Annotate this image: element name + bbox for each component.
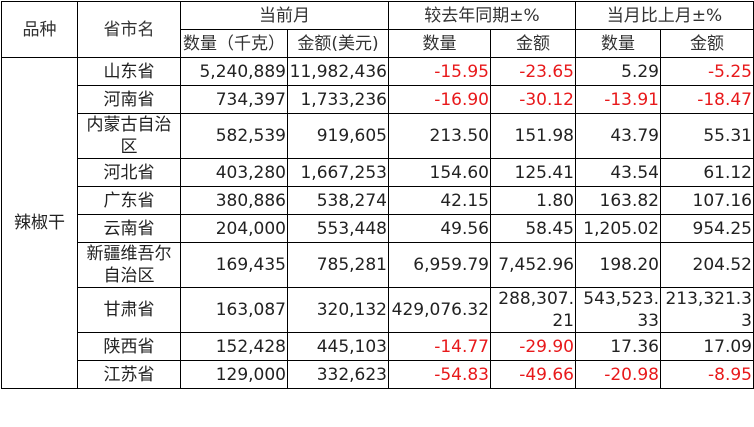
data-table: 品种 省市名 当前月 较去年同期±% 当月比上月±% 数量（千克） 金额(美元) 数…	[1, 1, 754, 389]
value-cell: 538,274	[287, 186, 389, 215]
header-group: 当月比上月±%	[575, 1, 754, 30]
value-cell: 543,523.33	[575, 287, 661, 333]
value-cell: 213,321.33	[660, 287, 754, 333]
value-cell: 43.79	[575, 113, 661, 159]
province-cell: 甘肃省	[77, 287, 181, 333]
value-cell: 954.25	[660, 214, 754, 243]
value-cell: 17.09	[660, 332, 754, 361]
value-cell: 125.41	[490, 158, 576, 187]
value-cell: 785,281	[287, 242, 389, 288]
table-row: 内蒙古自治区 582,539 919,605 213.50 151.98 43.79 55.…	[2, 113, 754, 159]
province-cell: 江苏省	[77, 360, 181, 389]
value-cell: -5.25	[660, 57, 754, 86]
value-cell: 213.50	[388, 113, 491, 159]
table-row: 江苏省 129,000 332,623 -54.83 -49.66 -20.98 -8.95	[2, 360, 754, 389]
value-cell: 152,428	[180, 332, 288, 361]
value-cell: -20.98	[575, 360, 661, 389]
value-cell: 107.16	[660, 186, 754, 215]
value-cell: -30.12	[490, 85, 576, 114]
value-cell: 320,132	[287, 287, 389, 333]
value-cell: -18.47	[660, 85, 754, 114]
value-cell: 163.82	[575, 186, 661, 215]
table-row: 广东省 380,886 538,274 42.15 1.80 163.82 107.16	[2, 186, 754, 215]
value-cell: -8.95	[660, 360, 754, 389]
value-cell: 7,452.96	[490, 242, 576, 288]
value-cell: 204,000	[180, 214, 288, 243]
value-cell: -49.66	[490, 360, 576, 389]
value-cell: 43.54	[575, 158, 661, 187]
value-cell: 61.12	[660, 158, 754, 187]
table-row: 新疆维吾尔自治区 169,435 785,281 6,959.79 7,452.96 19…	[2, 242, 754, 288]
value-cell: 198.20	[575, 242, 661, 288]
table-row: 云南省 204,000 553,448 49.56 58.45 1,205.02 954.2…	[2, 214, 754, 243]
table-row: 河南省 734,397 1,733,236 -16.90 -30.12 -13.91 -18…	[2, 85, 754, 114]
province-cell: 河南省	[77, 85, 181, 114]
subheader: 数量（千克）	[180, 29, 288, 58]
value-cell: 154.60	[388, 158, 491, 187]
value-cell: -15.95	[388, 57, 491, 86]
variety-cell: 辣椒干	[1, 57, 78, 389]
value-cell: -23.65	[490, 57, 576, 86]
value-cell: 58.45	[490, 214, 576, 243]
value-cell: 5.29	[575, 57, 661, 86]
header-province: 省市名	[77, 1, 181, 58]
subheader: 数量	[388, 29, 491, 58]
value-cell: 204.52	[660, 242, 754, 288]
value-cell: 288,307.21	[490, 287, 576, 333]
table-header: 品种 省市名 当前月 较去年同期±% 当月比上月±% 数量（千克） 金额(美元) 数…	[1, 1, 754, 58]
province-cell: 云南省	[77, 214, 181, 243]
value-cell: 1,733,236	[287, 85, 389, 114]
value-cell: 734,397	[180, 85, 288, 114]
subheader: 金额	[490, 29, 576, 58]
header-group: 较去年同期±%	[388, 1, 576, 30]
subheader: 金额(美元)	[287, 29, 389, 58]
value-cell: 169,435	[180, 242, 288, 288]
value-cell: 5,240,889	[180, 57, 288, 86]
value-cell: 553,448	[287, 214, 389, 243]
value-cell: 1,205.02	[575, 214, 661, 243]
table-row: 甘肃省 163,087 320,132 429,076.32 288,307.21 543…	[2, 287, 754, 333]
value-cell: 1,667,253	[287, 158, 389, 187]
value-cell: 163,087	[180, 287, 288, 333]
value-cell: 1.80	[490, 186, 576, 215]
value-cell: 403,280	[180, 158, 288, 187]
value-cell: 6,959.79	[388, 242, 491, 288]
table-row: 河北省 403,280 1,667,253 154.60 125.41 43.54 61.1…	[2, 158, 754, 187]
province-cell: 河北省	[77, 158, 181, 187]
province-cell: 陕西省	[77, 332, 181, 361]
value-cell: 17.36	[575, 332, 661, 361]
table-body: 辣椒干 山东省 5,240,889 11,982,436 -15.95 -23.65 5.2…	[1, 57, 754, 389]
subheader-row: 数量（千克） 金额(美元) 数量 金额 数量 金额	[2, 29, 754, 58]
province-cell: 广东省	[77, 186, 181, 215]
header-group: 当前月	[180, 1, 389, 30]
value-cell: -13.91	[575, 85, 661, 114]
value-cell: 42.15	[388, 186, 491, 215]
province-cell: 山东省	[77, 57, 181, 86]
value-cell: 445,103	[287, 332, 389, 361]
value-cell: -29.90	[490, 332, 576, 361]
value-cell: -14.77	[388, 332, 491, 361]
province-cell: 新疆维吾尔自治区	[77, 242, 181, 288]
table-row: 辣椒干 山东省 5,240,889 11,982,436 -15.95 -23.65 5.2…	[1, 57, 754, 389]
table-row: 陕西省 152,428 445,103 -14.77 -29.90 17.36 17.09	[2, 332, 754, 361]
value-cell: 582,539	[180, 113, 288, 159]
subheader: 数量	[575, 29, 661, 58]
header-variety: 品种	[1, 1, 78, 58]
value-cell: 151.98	[490, 113, 576, 159]
value-cell: 11,982,436	[287, 57, 389, 86]
value-cell: 129,000	[180, 360, 288, 389]
value-cell: 919,605	[287, 113, 389, 159]
province-cell: 内蒙古自治区	[77, 113, 181, 159]
value-cell: 429,076.32	[388, 287, 491, 333]
value-cell: -54.83	[388, 360, 491, 389]
value-cell: 332,623	[287, 360, 389, 389]
value-cell: 49.56	[388, 214, 491, 243]
value-cell: 55.31	[660, 113, 754, 159]
subheader: 金额	[660, 29, 754, 58]
value-cell: 380,886	[180, 186, 288, 215]
value-cell: -16.90	[388, 85, 491, 114]
